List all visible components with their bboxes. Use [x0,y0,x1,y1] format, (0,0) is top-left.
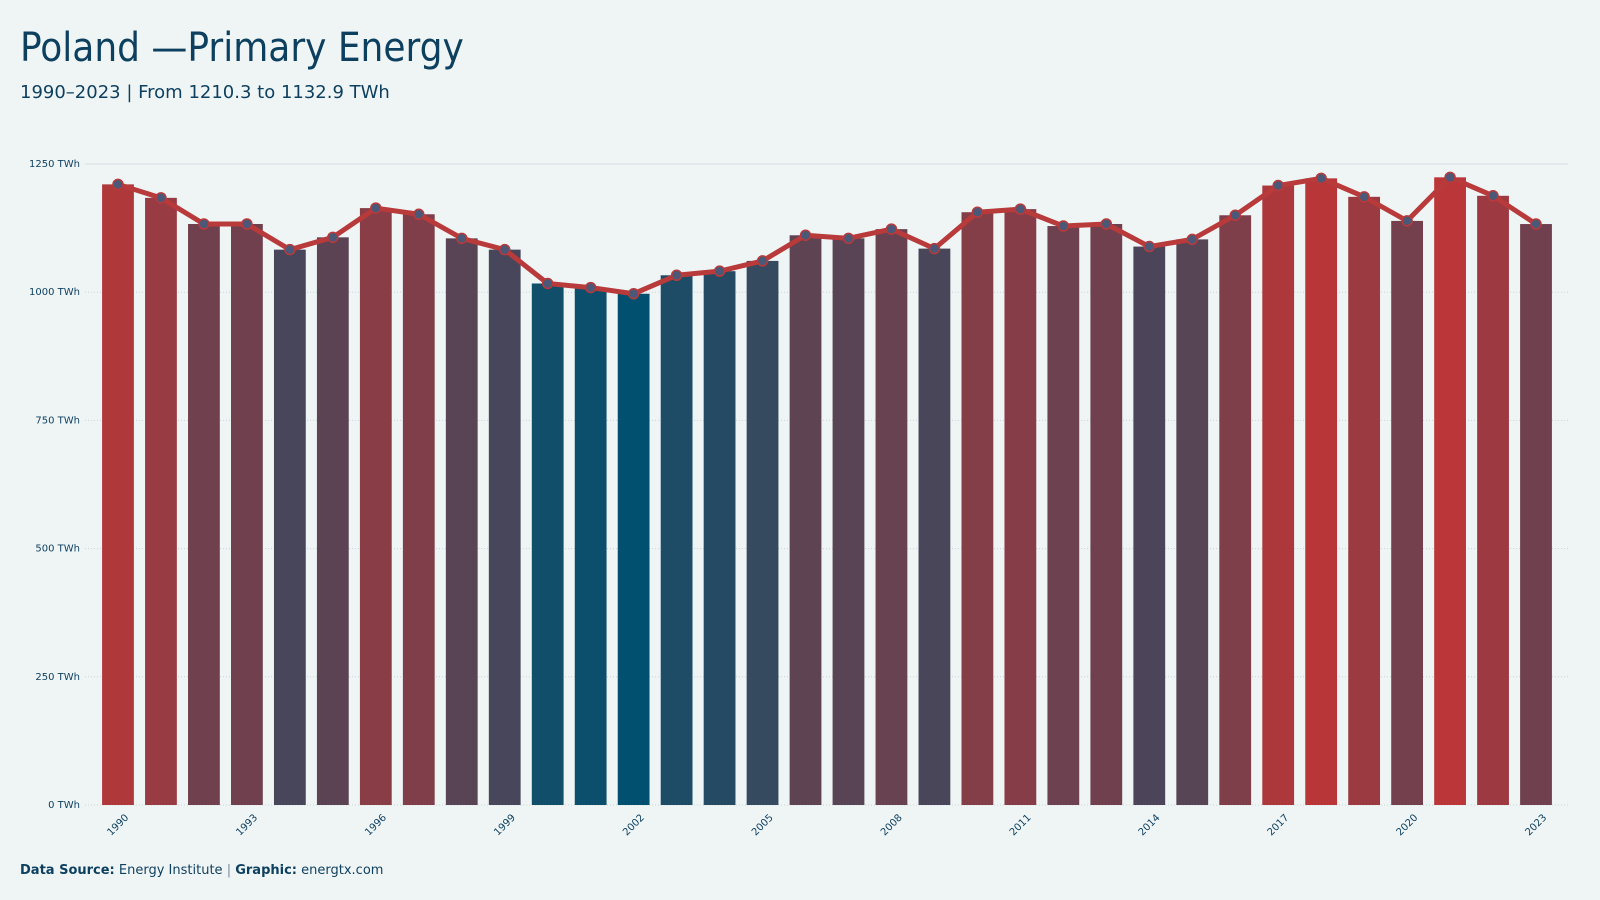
marker [1487,190,1499,202]
marker [1358,191,1370,203]
graphic: energtx.com [301,863,383,878]
bar [1176,239,1209,806]
y-tick-label: 0 TWh [48,800,80,811]
marker [1186,233,1198,246]
marker [1444,171,1456,184]
bar [1090,223,1123,805]
marker [928,242,941,255]
footer: Data Source: Energy Institute | Graphic:… [20,863,383,878]
marker [584,281,597,294]
bar [660,275,693,805]
bar [1219,215,1252,805]
bar [789,235,822,806]
separator: | [227,863,231,878]
bar [1434,177,1466,806]
y-tick-label: 1250 TWh [29,159,80,170]
graphic-label: Graphic: [235,863,297,878]
bar [1047,226,1080,805]
bar [1477,195,1509,806]
bar [1520,224,1552,805]
bar [617,293,650,805]
y-tick-label: 250 TWh [35,672,80,683]
source: Energy Institute [119,863,223,878]
marker [713,265,726,277]
bar [832,238,865,805]
bar [1262,185,1295,805]
bar [1004,209,1037,805]
marker [112,178,124,191]
bar [145,197,177,806]
marker [1229,209,1241,222]
bar [1391,220,1424,806]
bar [273,249,306,806]
marker [756,255,769,267]
marker [670,269,683,282]
bar [359,208,392,805]
marker [370,202,382,214]
marker [198,218,210,230]
marker [842,232,855,245]
marker [799,229,812,242]
marker [1272,179,1284,192]
marker [456,232,468,245]
marker [885,223,898,235]
marker [1057,220,1070,232]
bar [488,249,521,806]
chart-title: Poland —Primary Energy [20,25,464,71]
marker [1100,218,1113,230]
bar [230,223,263,805]
marker [498,243,511,256]
marker [155,192,167,204]
bar [961,212,994,806]
bar [703,271,736,806]
marker [413,208,425,221]
y-tick-label: 1000 TWh [29,287,80,298]
marker [241,218,253,230]
marker [1315,172,1327,185]
source-label: Data Source: [20,863,115,878]
trend-line [117,174,1538,297]
marker [1530,218,1542,230]
y-tick-label: 750 TWh [35,415,80,426]
marker [971,206,984,218]
bar [574,287,607,805]
chart-subtitle: 1990–2023 | From 1210.3 to 1132.9 TWh [20,82,390,103]
bar [918,248,951,805]
bar [1133,246,1166,806]
bar [875,229,908,805]
bar [1348,196,1381,805]
marker [1014,203,1027,215]
marker [1143,240,1156,253]
bar [102,184,134,805]
bar [1305,178,1338,805]
marker [327,231,339,244]
bar [746,260,779,805]
bar [445,238,478,805]
bar [188,223,220,805]
bar [531,283,564,805]
marker [284,243,296,256]
marker [541,277,554,290]
y-tick-label: 500 TWh [35,544,80,555]
marker [627,287,640,300]
bar [316,237,349,806]
bar [402,214,435,805]
marker [1401,215,1413,227]
